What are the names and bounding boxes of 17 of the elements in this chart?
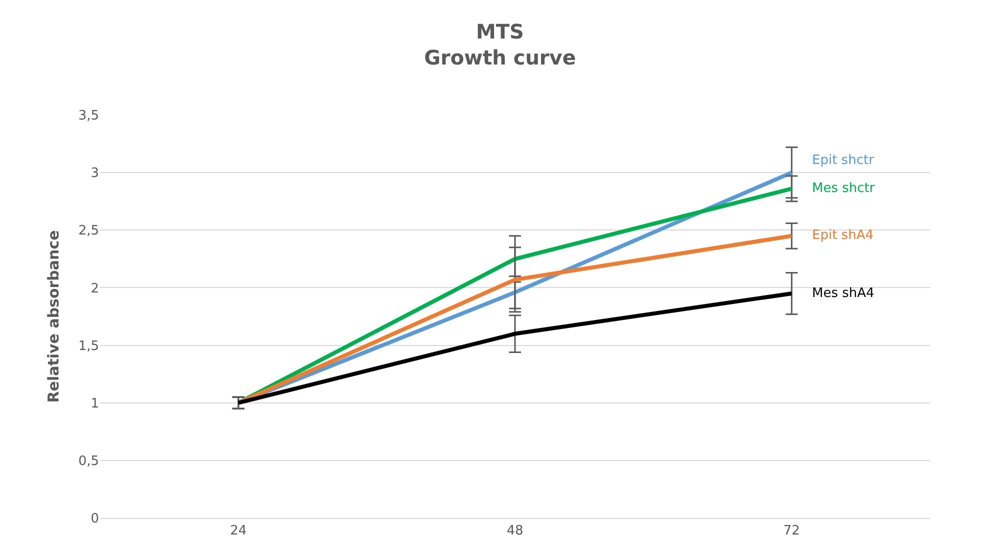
series-label: Epit shA4 [812, 228, 874, 243]
y-tick-label: 1 [90, 396, 99, 412]
x-tick-label: 48 [506, 524, 524, 539]
series-label: Mes shA4 [812, 286, 874, 301]
series-label: Epit shctr [812, 153, 875, 168]
y-tick-label: 0,5 [78, 454, 99, 469]
y-tick-label: 0 [90, 512, 99, 527]
x-tick-label: 72 [783, 524, 800, 539]
y-axis-title: Relative absorbance [44, 230, 63, 403]
chart-title: MTS Growth curve [424, 20, 576, 70]
y-tick-label: 3 [90, 166, 99, 182]
y-tick-label: 1,5 [78, 338, 99, 354]
x-tick-label: 24 [230, 524, 247, 539]
series-label: Mes shctr [812, 181, 876, 196]
y-tick-label: 2 [90, 281, 99, 296]
y-tick-label: 3,5 [78, 108, 99, 124]
y-tick-label: 2,5 [78, 224, 99, 239]
